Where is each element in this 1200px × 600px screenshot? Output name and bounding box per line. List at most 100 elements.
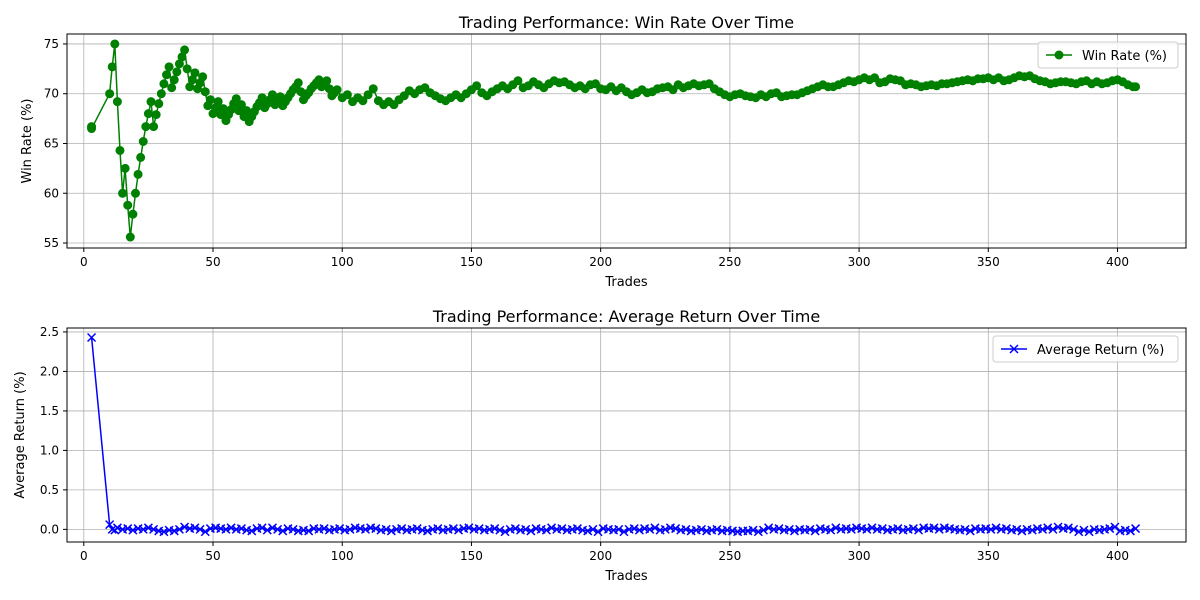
average-return-data-point (180, 522, 190, 532)
average-return-data-point (629, 524, 639, 534)
average-return-data-point (867, 523, 877, 533)
average-return-data-point (547, 523, 557, 533)
win-rate-chart-title: Trading Performance: Win Rate Over Time (458, 13, 794, 32)
average-return-x-tick-label: 350 (977, 549, 1000, 563)
win-rate-data-point (141, 122, 151, 132)
average-return-data-point (474, 524, 484, 534)
average-return-data-point (908, 524, 918, 534)
win-rate-data-point (472, 81, 482, 91)
average-return-legend: Average Return (%) (992, 335, 1179, 363)
win-rate-data-point (513, 76, 523, 86)
average-return-data-point (1079, 525, 1089, 535)
win-rate-x-axis-label: Trades (604, 275, 648, 290)
average-return-data-point (448, 524, 458, 534)
win-rate-data-point (133, 169, 143, 179)
win-rate-x-ticks: 0 50 100 150 200 250 300 350 400 (80, 248, 1129, 269)
average-return-data-point (335, 524, 345, 534)
win-rate-data-point (136, 152, 146, 162)
average-return-data-point (262, 525, 272, 535)
average-return-data-point (1043, 523, 1053, 533)
average-return-data-point (650, 523, 660, 533)
win-rate-grid (67, 34, 1186, 248)
average-return-data-point (753, 527, 763, 537)
average-return-data-point (1027, 525, 1037, 535)
win-rate-y-tick-label: 70 (44, 87, 59, 101)
average-return-data-point (107, 524, 117, 534)
average-return-data-point (490, 524, 500, 534)
average-return-data-point (149, 524, 159, 534)
average-return-data-point (557, 524, 567, 534)
average-return-data-point (645, 524, 655, 534)
average-return-data-point (614, 524, 624, 534)
average-return-data-point (200, 527, 210, 537)
average-return-data-point (1048, 524, 1058, 534)
average-return-data-point (386, 526, 396, 536)
win-rate-data-point (169, 75, 179, 85)
average-return-data-point (758, 525, 768, 535)
win-rate-data-point (368, 84, 378, 94)
average-return-data-point (934, 524, 944, 534)
win-rate-data-point (167, 83, 177, 93)
win-rate-data-point (236, 100, 246, 110)
win-rate-data-point (120, 163, 130, 173)
average-return-data-point (319, 524, 329, 534)
win-rate-data-point (358, 96, 368, 106)
average-return-x-tick-label: 50 (205, 549, 220, 563)
average-return-data-point (526, 526, 536, 536)
win-rate-chart: 0 50 100 150 200 250 300 350 400 55 60 65 70 75 Trad… (20, 13, 1187, 290)
average-return-data-point (422, 526, 433, 536)
average-return-data-point (1012, 524, 1022, 534)
win-rate-data-point (151, 110, 161, 120)
win-rate-data-point (161, 70, 171, 80)
average-return-data-point (1074, 527, 1084, 537)
average-return-legend-label: Average Return (%) (1037, 343, 1164, 358)
average-return-data-point (195, 524, 205, 534)
average-return-x-tick-label: 150 (460, 549, 483, 563)
win-rate-series (87, 39, 1141, 242)
average-return-y-tick-label: 0.5 (40, 483, 59, 497)
average-return-data-point (433, 524, 443, 534)
win-rate-legend-marker (1054, 50, 1064, 60)
average-return-data-point (345, 524, 355, 534)
average-return-data-point (593, 527, 603, 537)
average-return-data-point (288, 524, 298, 534)
average-return-data-point (877, 524, 887, 534)
average-return-y-tick-label: 2.0 (40, 364, 59, 378)
win-rate-plot-frame (66, 33, 1187, 249)
average-return-x-tick-label: 0 (80, 549, 88, 563)
average-return-data-point (681, 524, 691, 534)
average-return-data-point (371, 524, 381, 534)
average-return-data-point (846, 524, 856, 534)
average-return-data-point (397, 524, 407, 534)
average-return-data-point (500, 527, 510, 537)
win-rate-data-point (190, 68, 200, 78)
average-return-data-point (464, 523, 474, 533)
average-return-chart: 0 50 100 150 200 250 300 350 400 0.0 0.5 1.0 1.5 2.0… (13, 307, 1187, 584)
win-rate-data-point (342, 90, 352, 100)
average-return-legend-marker (1009, 344, 1019, 354)
win-rate-data-point (213, 97, 223, 107)
win-rate-data-point (180, 45, 190, 55)
win-rate-data-point (125, 232, 135, 242)
average-return-data-point (748, 525, 758, 535)
average-return-data-point (1125, 526, 1135, 536)
win-rate-data-point (146, 97, 156, 107)
average-return-data-point (495, 525, 505, 535)
average-return-data-point (1038, 524, 1048, 534)
average-return-data-point (784, 524, 794, 534)
average-return-x-tick-label: 200 (589, 549, 612, 563)
average-return-data-point (991, 523, 1001, 533)
win-rate-data-point (154, 99, 164, 109)
win-rate-data-point (130, 188, 140, 198)
win-rate-data-point (138, 136, 148, 146)
average-return-data-point (221, 524, 231, 534)
win-rate-data-point (172, 67, 182, 77)
average-return-data-point (929, 523, 939, 533)
average-return-y-axis-label: Average Return (%) (13, 371, 28, 498)
average-return-data-point (1001, 524, 1011, 534)
win-rate-data-point (128, 209, 138, 219)
win-rate-y-tick-label: 75 (44, 37, 59, 51)
average-return-data-point (1131, 524, 1141, 534)
win-rate-data-point (164, 62, 174, 72)
